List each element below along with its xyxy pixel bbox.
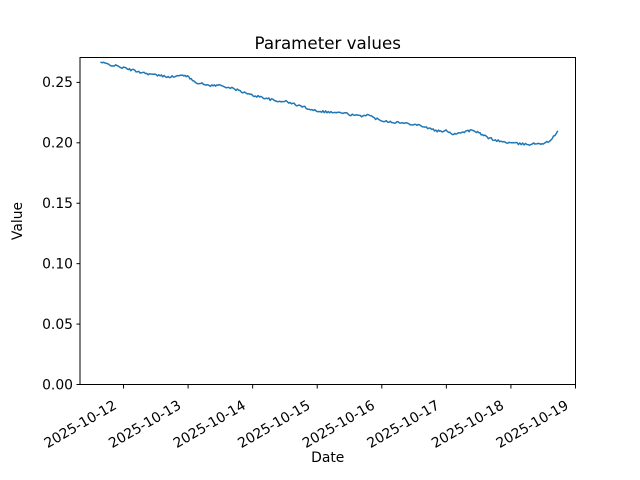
x-axis-label: Date [311,450,344,466]
x-tick-label: 2025-10-12 [42,398,120,452]
y-tick-label: 0.10 [42,256,73,272]
y-tick-label: 0.15 [42,196,73,212]
y-tick-label: 0.20 [42,136,73,152]
y-tick-label: 0.25 [42,75,73,91]
x-tick-label: 2025-10-18 [429,398,507,452]
x-tick-label: 2025-10-19 [494,398,572,452]
x-tick-label: 2025-10-17 [364,398,442,452]
plot-area [79,57,576,385]
y-tick-label: 0.00 [42,377,73,393]
y-axis-label: Value [10,202,26,240]
x-tick-label: 2025-10-13 [106,398,184,452]
data-line-parameter-value [100,61,559,146]
x-axis: 2025-10-122025-10-132025-10-142025-10-15… [42,384,576,452]
y-axis: 0.00 0.05 0.10 0.15 0.20 0.25 [42,75,80,393]
chart-title: Parameter values [255,33,401,53]
data-series-group [100,61,559,146]
y-tick-label: 0.05 [42,317,73,333]
x-tick-label: 2025-10-16 [300,398,378,452]
x-tick-label: 2025-10-14 [171,398,249,452]
x-tick-label: 2025-10-15 [235,398,313,452]
